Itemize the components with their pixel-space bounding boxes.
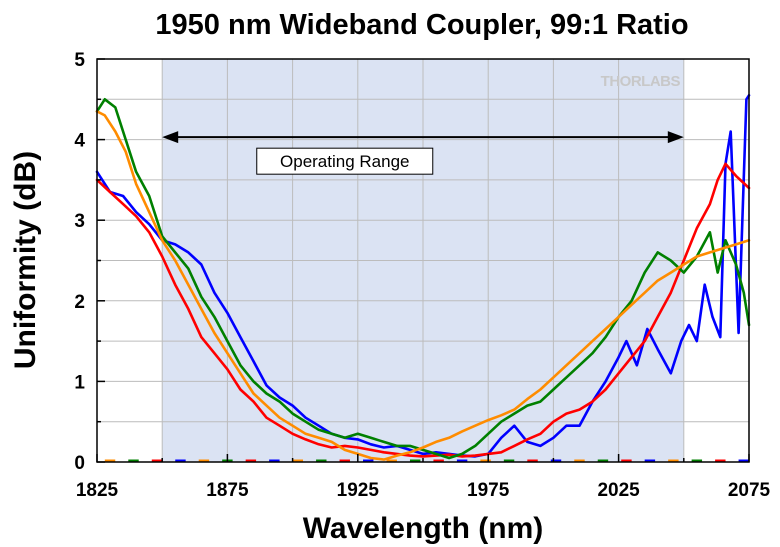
grid xyxy=(97,59,749,462)
x-tick-label: 1925 xyxy=(337,480,380,501)
x-axis: 1825 1875 1925 1975 2025 2075 xyxy=(76,454,771,501)
annotation-box xyxy=(256,147,434,175)
y-tick-label: 0 xyxy=(74,453,85,474)
y-tick-label: 5 xyxy=(74,50,85,71)
y-tick-label: 1 xyxy=(74,372,85,393)
series-line-2 xyxy=(95,162,751,458)
x-axis-title: Wavelength (nm) xyxy=(303,512,544,545)
range-arrow-left-head xyxy=(162,131,179,144)
x-tick-label: 2075 xyxy=(728,480,771,501)
x-tick-label: 2025 xyxy=(597,480,640,501)
y-tick-label: 3 xyxy=(74,211,85,232)
watermark-logo: THORLABS xyxy=(601,73,681,90)
annotation-label: Operating Range xyxy=(280,152,409,171)
chart-title: 1950 nm Wideband Coupler, 99:1 Ratio xyxy=(155,9,688,41)
y-tick-label: 2 xyxy=(74,292,85,313)
y-tick-label: 4 xyxy=(74,131,85,152)
x-tick-label: 1975 xyxy=(467,480,510,501)
y-axis: 0 1 2 3 4 5 xyxy=(74,50,105,474)
operating-range-annotation: Operating Range xyxy=(162,131,684,175)
series-line-3 xyxy=(95,98,751,460)
y-axis-title: Uniformity (dB) xyxy=(9,151,42,369)
series-lines xyxy=(95,94,751,461)
x-tick-label: 1875 xyxy=(206,480,249,501)
x-tick-label: 1825 xyxy=(76,480,119,501)
series-line-4 xyxy=(95,110,751,461)
range-arrow-right-head xyxy=(667,131,684,144)
